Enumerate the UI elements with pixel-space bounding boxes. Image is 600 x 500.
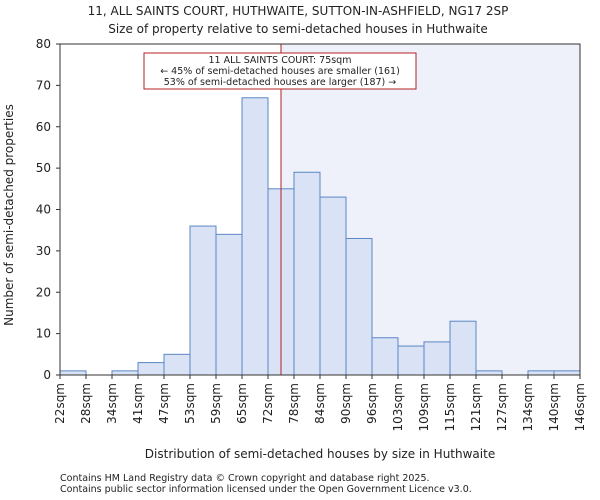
y-tick-label: 50 <box>36 161 51 175</box>
bar-115sqm <box>449 320 477 376</box>
y-tick-label: 0 <box>43 368 51 382</box>
y-tick-label: 80 <box>36 37 51 51</box>
bar-134sqm <box>527 370 555 376</box>
x-tick-label: 115sqm <box>443 383 457 431</box>
x-tick-label: 109sqm <box>417 383 431 431</box>
bar-90sqm <box>345 237 373 376</box>
x-tick-label: 47sqm <box>157 383 171 424</box>
y-tick-label: 10 <box>36 327 51 341</box>
footer-line2: Contains public sector information licen… <box>60 484 472 495</box>
bar-84sqm <box>319 196 347 376</box>
bar-34sqm <box>111 370 139 376</box>
y-tick-label: 20 <box>36 285 51 299</box>
annotation-line1: 11 ALL SAINTS COURT: 75sqm <box>209 55 352 66</box>
x-tick-label: 78sqm <box>287 383 301 424</box>
bar-65sqm <box>241 97 269 376</box>
y-tick-label: 30 <box>36 244 51 258</box>
x-tick-label: 96sqm <box>365 383 379 424</box>
bar-47sqm <box>163 353 191 376</box>
x-tick-label: 84sqm <box>313 383 327 424</box>
chart-title-line1: 11, ALL SAINTS COURT, HUTHWAITE, SUTTON-… <box>88 4 509 18</box>
y-tick-label: 40 <box>36 203 51 217</box>
plot-frame <box>59 43 581 376</box>
bar-103sqm <box>397 345 425 376</box>
bar-22sqm <box>59 370 87 376</box>
footer-line1: Contains HM Land Registry data © Crown c… <box>60 473 430 484</box>
x-tick-label: 140sqm <box>547 383 561 431</box>
bars <box>59 97 581 376</box>
x-tick-label: 134sqm <box>521 383 535 431</box>
x-tick-label: 22sqm <box>53 383 67 424</box>
y-tick-label: 60 <box>36 120 51 134</box>
bar-78sqm <box>293 171 321 376</box>
x-axis: 22sqm 28sqm 34sqm 41sqm 47sqm 53sqm 59sqm 65sqm… <box>53 375 587 431</box>
bar-96sqm <box>371 337 399 376</box>
y-axis-label: Number of semi-detached properties <box>2 104 16 326</box>
x-tick-label: 65sqm <box>235 383 249 424</box>
x-tick-label: 146sqm <box>573 383 587 431</box>
bar-109sqm <box>423 341 451 376</box>
x-tick-label: 28sqm <box>79 383 93 424</box>
x-tick-label: 103sqm <box>391 383 405 431</box>
annotation-line2: ← 45% of semi-detached houses are smalle… <box>160 66 400 77</box>
y-tick-label: 70 <box>36 78 51 92</box>
chart-title-line2: Size of property relative to semi-detach… <box>108 22 488 36</box>
x-tick-label: 59sqm <box>209 383 223 424</box>
x-tick-label: 41sqm <box>131 383 145 424</box>
x-tick-label: 121sqm <box>469 383 483 431</box>
bar-53sqm <box>189 225 217 376</box>
x-tick-label: 53sqm <box>183 383 197 424</box>
x-tick-label: 72sqm <box>261 383 275 424</box>
y-axis: 0 10 20 30 40 50 60 70 80 <box>36 37 60 382</box>
bar-59sqm <box>215 233 243 376</box>
x-tick-label: 90sqm <box>339 383 353 424</box>
annotation-box: 11 ALL SAINTS COURT: 75sqm ← 45% of semi… <box>143 52 417 90</box>
bar-140sqm <box>553 370 581 376</box>
x-tick-label: 34sqm <box>105 383 119 424</box>
bar-41sqm <box>137 362 165 376</box>
bar-121sqm <box>475 370 503 376</box>
x-tick-label: 127sqm <box>495 383 509 431</box>
x-axis-label: Distribution of semi-detached houses by … <box>145 447 495 461</box>
annotation-line3: 53% of semi-detached houses are larger (… <box>164 77 397 88</box>
